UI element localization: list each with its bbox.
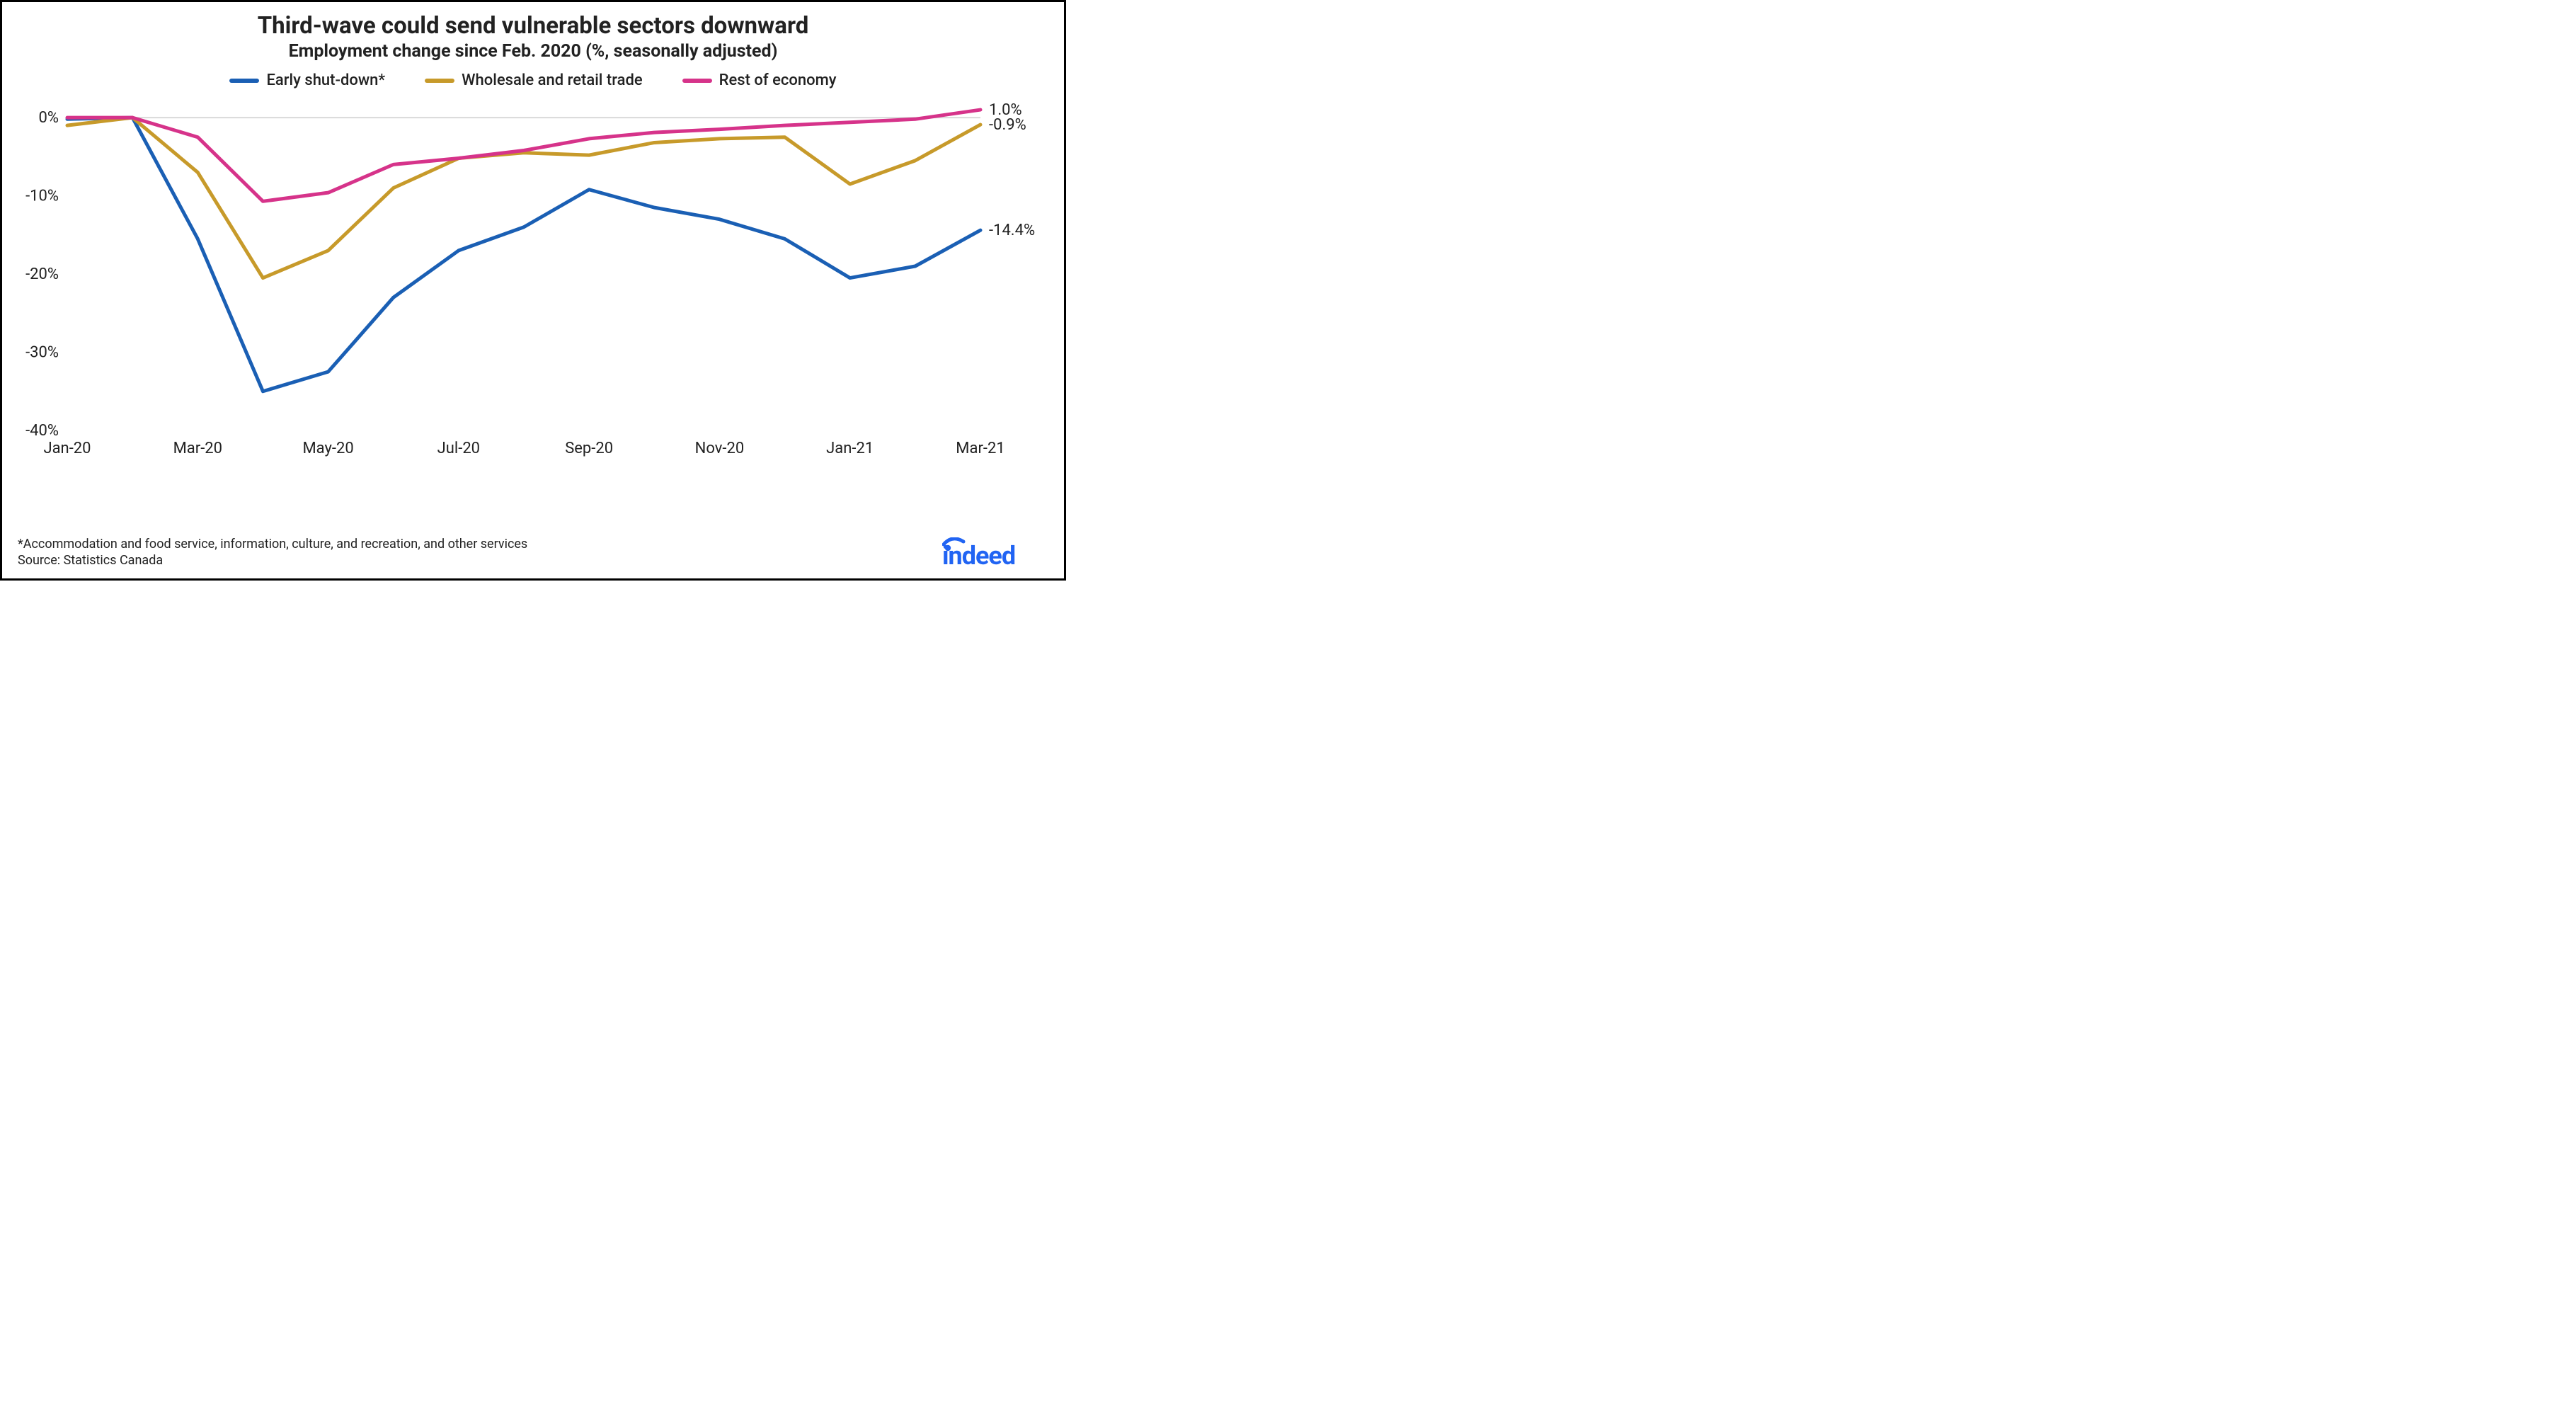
indeed-logo: indeed xyxy=(942,537,1048,571)
svg-text:-10%: -10% xyxy=(25,188,59,205)
svg-text:Jan-21: Jan-21 xyxy=(826,440,874,457)
svg-text:-40%: -40% xyxy=(25,422,59,440)
chart-frame: Third-wave could send vulnerable sectors… xyxy=(0,0,1066,581)
footnote-text: *Accommodation and food service, informa… xyxy=(18,537,527,553)
footnotes: *Accommodation and food service, informa… xyxy=(18,537,527,569)
svg-text:May-20: May-20 xyxy=(302,440,353,457)
indeed-logo-svg: indeed xyxy=(942,537,1048,571)
source-text: Source: Statistics Canada xyxy=(18,553,527,569)
legend-label-2: Rest of economy xyxy=(719,72,837,89)
svg-text:1.0%: 1.0% xyxy=(989,101,1022,119)
svg-text:Sep-20: Sep-20 xyxy=(565,440,613,457)
svg-text:Nov-20: Nov-20 xyxy=(695,440,745,457)
chart-title: Third-wave could send vulnerable sectors… xyxy=(18,12,1048,40)
svg-text:Jul-20: Jul-20 xyxy=(437,440,480,457)
legend-item-1: Wholesale and retail trade xyxy=(425,72,642,89)
chart-subtitle: Employment change since Feb. 2020 (%, se… xyxy=(18,41,1048,62)
line-chart-svg: 0% -10% -20% -30% -40%Jan-20 Mar-20 May-20 Jul-… xyxy=(18,95,1051,463)
plot-area: 0% -10% -20% -30% -40%Jan-20 Mar-20 May-20 Jul-… xyxy=(18,95,1048,463)
legend-label-0: Early shut-down* xyxy=(266,72,385,89)
legend-item-0: Early shut-down* xyxy=(229,72,385,89)
legend-label-1: Wholesale and retail trade xyxy=(462,72,642,89)
legend: Early shut-down* Wholesale and retail tr… xyxy=(18,72,1048,89)
svg-text:indeed: indeed xyxy=(942,541,1015,571)
legend-swatch-2 xyxy=(682,79,712,83)
svg-text:Mar-21: Mar-21 xyxy=(956,440,1004,457)
svg-text:Mar-20: Mar-20 xyxy=(173,440,222,457)
legend-item-2: Rest of economy xyxy=(682,72,837,89)
svg-text:-14.4%: -14.4% xyxy=(989,222,1035,239)
svg-text:-30%: -30% xyxy=(25,344,59,362)
svg-text:Jan-20: Jan-20 xyxy=(43,440,91,457)
svg-text:-20%: -20% xyxy=(25,265,59,283)
legend-swatch-0 xyxy=(229,79,259,83)
svg-text:0%: 0% xyxy=(39,109,59,127)
legend-swatch-1 xyxy=(425,79,454,83)
